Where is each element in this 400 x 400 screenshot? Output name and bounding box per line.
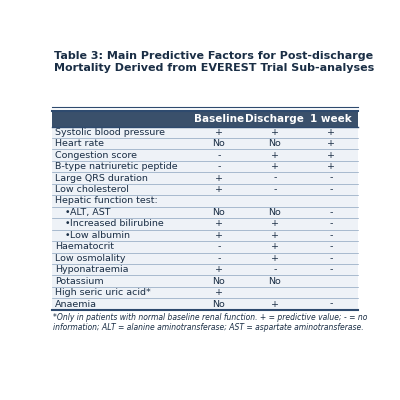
Text: -: - [217, 162, 220, 171]
Text: +: + [215, 219, 223, 228]
Text: No: No [268, 277, 281, 286]
Text: ALT, AST: ALT, AST [70, 208, 111, 217]
Text: Systolic blood pressure: Systolic blood pressure [55, 128, 165, 137]
Text: -: - [329, 231, 332, 240]
Text: +: + [215, 185, 223, 194]
Text: +: + [215, 174, 223, 182]
Text: +: + [327, 151, 335, 160]
Text: +: + [271, 242, 279, 251]
Text: Table 3: Main Predictive Factors for Post-discharge: Table 3: Main Predictive Factors for Pos… [54, 51, 373, 61]
Text: +: + [271, 231, 279, 240]
Text: •: • [65, 231, 70, 240]
Text: Low cholesterol: Low cholesterol [55, 185, 128, 194]
Text: No: No [268, 139, 281, 148]
Text: •: • [65, 219, 70, 228]
Text: -: - [329, 300, 332, 308]
Text: Increased bilirubine: Increased bilirubine [70, 219, 164, 228]
Text: No: No [212, 139, 225, 148]
Text: +: + [271, 300, 279, 308]
Text: +: + [215, 288, 223, 297]
Text: Low osmolality: Low osmolality [55, 254, 125, 263]
Text: +: + [215, 128, 223, 137]
Text: +: + [271, 128, 279, 137]
Text: Potassium: Potassium [55, 277, 103, 286]
Text: +: + [271, 151, 279, 160]
Text: Mortality Derived from EVEREST Trial Sub-analyses: Mortality Derived from EVEREST Trial Sub… [54, 63, 374, 73]
Text: +: + [271, 254, 279, 263]
Text: B-type natriuretic peptide: B-type natriuretic peptide [55, 162, 177, 171]
Text: -: - [329, 219, 332, 228]
Text: -: - [329, 254, 332, 263]
Text: -: - [273, 185, 276, 194]
Text: Low albumin: Low albumin [70, 231, 130, 240]
Text: -: - [273, 174, 276, 182]
Text: *Only in patients with normal baseline renal function. + = predictive value; - =: *Only in patients with normal baseline r… [53, 313, 368, 332]
Text: Congestion score: Congestion score [55, 151, 137, 160]
Text: No: No [268, 208, 281, 217]
Text: No: No [212, 300, 225, 308]
Text: -: - [217, 242, 220, 251]
Text: Heart rate: Heart rate [55, 139, 104, 148]
Text: -: - [329, 265, 332, 274]
Text: Hyponatraemia: Hyponatraemia [55, 265, 128, 274]
Text: -: - [273, 265, 276, 274]
Text: No: No [212, 277, 225, 286]
Text: -: - [217, 151, 220, 160]
Text: Hepatic function test:: Hepatic function test: [55, 196, 158, 206]
Text: +: + [215, 265, 223, 274]
Text: High seric uric acid*: High seric uric acid* [55, 288, 150, 297]
Text: •: • [65, 208, 70, 217]
FancyBboxPatch shape [52, 111, 358, 126]
Text: +: + [271, 162, 279, 171]
Text: -: - [329, 185, 332, 194]
Text: Haematocrit: Haematocrit [55, 242, 114, 251]
Text: +: + [327, 162, 335, 171]
FancyBboxPatch shape [52, 111, 358, 310]
Text: +: + [327, 128, 335, 137]
Text: Discharge: Discharge [245, 114, 304, 124]
Text: -: - [217, 254, 220, 263]
Text: -: - [329, 174, 332, 182]
Text: No: No [212, 208, 225, 217]
Text: -: - [329, 242, 332, 251]
Text: 1 week: 1 week [310, 114, 352, 124]
Text: Large QRS duration: Large QRS duration [55, 174, 148, 182]
Text: +: + [271, 219, 279, 228]
Text: +: + [215, 231, 223, 240]
Text: +: + [327, 139, 335, 148]
Text: Baseline: Baseline [194, 114, 244, 124]
Text: Anaemia: Anaemia [55, 300, 97, 308]
Text: -: - [329, 208, 332, 217]
